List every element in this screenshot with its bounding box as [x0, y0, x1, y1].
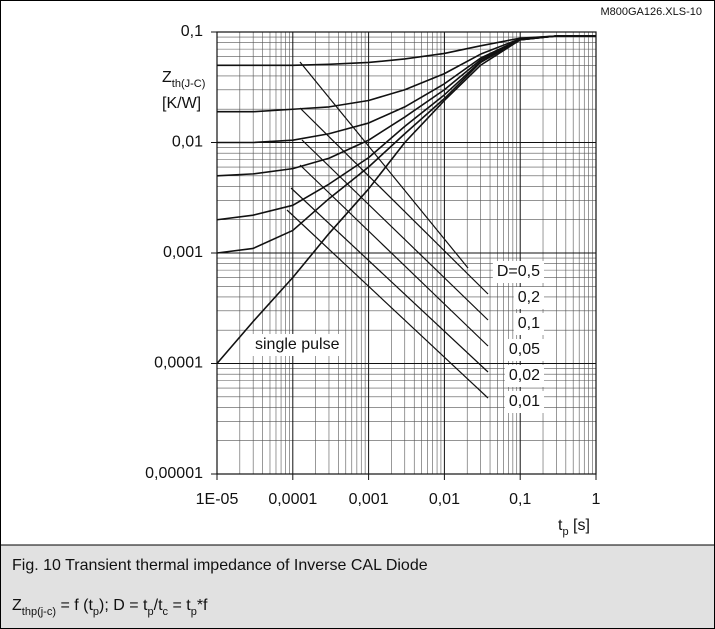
series-line: [216, 35, 596, 365]
series-label: 0,01: [509, 393, 540, 410]
caption-box: [1, 545, 714, 628]
label-bg: [492, 261, 544, 283]
text-part: [s]: [569, 517, 590, 534]
x-tick-label: 1: [592, 491, 601, 508]
series-label: 0,2: [518, 289, 540, 306]
series-label: single pulse: [255, 336, 340, 353]
subscript: th(J-C): [172, 78, 206, 90]
series-label: D=0,5: [497, 263, 540, 280]
leader-line: [299, 107, 489, 295]
text-part: *f: [197, 597, 208, 614]
text-part: t: [558, 517, 563, 534]
series-label: 0,05: [509, 341, 540, 358]
series-label: 0,1: [518, 315, 540, 332]
text-part: = f (t: [56, 597, 93, 614]
caption-title: Fig. 10 Transient thermal impedance of I…: [12, 557, 428, 574]
subscript: p: [93, 606, 99, 618]
y-tick-label: 0,01: [172, 134, 203, 151]
subscript: c: [163, 606, 169, 618]
leader-line: [299, 164, 489, 347]
y-tick-label: 0,1: [181, 23, 203, 40]
x-tick-label: 1E-05: [196, 491, 239, 508]
y-tick-label: 0,00001: [145, 465, 203, 482]
series-label: 0,02: [509, 367, 540, 384]
leader-line: [299, 61, 469, 269]
y-tick-label: 0,0001: [154, 355, 203, 372]
y-tick-label: 0,001: [163, 244, 203, 261]
text-part: Z: [12, 597, 22, 614]
subscript: p: [562, 526, 568, 538]
x-tick-label: 0,1: [509, 491, 531, 508]
label-bg: [513, 287, 544, 309]
source-tag: M800GA126.XLS-10: [600, 6, 702, 18]
leader-line: [301, 139, 489, 321]
plot: D=0,5 0,2 0,1 0,05 0,02 0,01 single pulse: [216, 31, 597, 475]
label-bg: [504, 339, 544, 361]
x-tick-label: 0,0001: [268, 491, 317, 508]
leader-lines: [286, 61, 489, 399]
text-part: ); D = t: [99, 597, 148, 614]
label-bg: [251, 334, 344, 356]
x-axis-label: tp [s]: [558, 517, 590, 538]
plot-border: [216, 31, 597, 475]
subscript: thp(j-c): [22, 606, 56, 618]
y-axis-unit: [K/W]: [162, 95, 201, 112]
label-bg: [504, 391, 544, 413]
text-part: = t: [168, 597, 191, 614]
grid: [211, 31, 597, 480]
x-tick-label: 0,01: [429, 491, 460, 508]
x-tick-label: 0,001: [349, 491, 389, 508]
y-axis-label: Zth(J-C): [162, 69, 205, 90]
label-bg: [513, 313, 544, 335]
subscript: p: [148, 606, 154, 618]
text-part: /t: [154, 597, 163, 614]
text-part: Z: [162, 69, 172, 86]
caption-formula: Zthp(j-c) = f (tp); D = tp/tc = tp*f: [12, 597, 208, 618]
label-bg: [504, 365, 544, 387]
leader-line: [290, 187, 489, 373]
subscript: p: [191, 606, 197, 618]
leader-line: [286, 209, 489, 399]
